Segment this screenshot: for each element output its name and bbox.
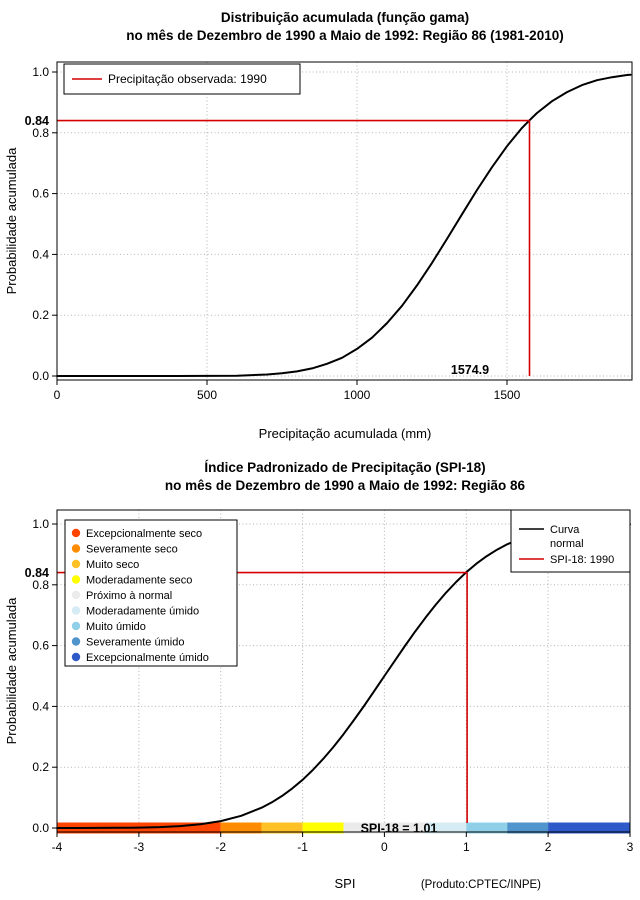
x-tick-label: -3 xyxy=(134,840,145,854)
plot-border xyxy=(56,509,631,833)
x-tick-label: 3 xyxy=(627,840,634,854)
legend-category-swatch xyxy=(71,528,81,538)
top-chart-title-line1: Distribuição acumulada (função gama) xyxy=(221,10,469,25)
spi-value-label: SPI-18 = 1.01 xyxy=(361,822,438,836)
spi-category-bar-segment xyxy=(507,822,549,834)
legend-category-label: Moderadamente seco xyxy=(86,575,192,587)
legend-category-swatch xyxy=(71,559,81,569)
top-marker-value-label: 1574.9 xyxy=(451,363,489,377)
cdf-curve xyxy=(56,523,631,829)
x-tick-label: 0 xyxy=(381,840,388,854)
legend-category-label: Muito seco xyxy=(86,559,139,571)
y-tick-label: 1.0 xyxy=(32,65,49,79)
bottom-chart-title-line1: Índice Padronizado de Precipitação (SPI-… xyxy=(204,460,485,475)
top-chart-title-line2: no mês de Dezembro de 1990 a Maio de 199… xyxy=(126,28,563,43)
normal-curve-legend-label-line2: normal xyxy=(550,538,584,550)
spi-category-legend-box xyxy=(64,519,238,667)
x-tick-label: 1000 xyxy=(344,388,371,402)
y-tick-label: 0.2 xyxy=(32,760,49,774)
legend-category-label: Excepcionalmente seco xyxy=(86,528,202,540)
spi-cdf-chart: Índice Padronizado de Precipitação (SPI-… xyxy=(4,460,634,891)
bottom-right-legend: Curva normal SPI-18: 1990 xyxy=(510,509,631,573)
top-x-axis-label: Precipitação acumulada (mm) xyxy=(259,426,432,441)
normal-curve-legend-label-line1: Curva xyxy=(550,524,580,536)
spi-category-bar-segment xyxy=(343,822,426,834)
legend-category-swatch xyxy=(71,621,81,631)
legend-category-swatch xyxy=(71,606,81,615)
spi-category-bar-segment xyxy=(425,822,467,834)
spi-category-bar-segment xyxy=(302,822,344,834)
top-legend-box xyxy=(63,63,301,95)
top-y-axis-label: Probabilidade acumulada xyxy=(4,147,19,294)
legend-category-swatch xyxy=(71,590,81,600)
legend-category-swatch xyxy=(71,575,81,584)
y-tick-label: 0.0 xyxy=(32,369,49,383)
top-plot-area: 0 500 1000 1500 0.0 0.2 0.4 0.6 0.8 1.0 xyxy=(32,61,633,402)
top-legend: Precipitação observada: 1990 xyxy=(63,63,301,95)
x-tick-label: 0 xyxy=(54,388,61,402)
legend-category-label: Moderadamente úmido xyxy=(86,606,199,618)
spi-category-bar-segment xyxy=(261,822,303,834)
legend-category-label: Severamente seco xyxy=(86,544,178,556)
legend-category-label: Próximo à normal xyxy=(86,590,172,602)
legend-category-swatch xyxy=(71,544,81,553)
y-tick-label: 0.2 xyxy=(32,308,49,322)
y-tick-label: 1.0 xyxy=(32,517,49,531)
bottom-plot-area: -4 -3 -2 -1 0 1 2 3 0.0 0.2 0.4 0.6 0.8 1.0 xyxy=(32,509,634,854)
spi-category-bar-segment xyxy=(220,822,262,834)
legend-category-swatch xyxy=(71,652,81,662)
spi-category-legend: Excepcionalmente seco Severamente seco Mui… xyxy=(64,519,238,667)
x-tick-label: -2 xyxy=(215,840,226,854)
legend-category-swatch xyxy=(71,637,81,646)
spi-category-legend-items: Excepcionalmente seco Severamente seco Mui… xyxy=(71,528,209,664)
top-legend-label: Precipitação observada: 1990 xyxy=(108,72,267,86)
bottom-right-legend-box xyxy=(510,509,631,573)
x-tick-label: 1 xyxy=(463,840,470,854)
spi-category-bar-segment xyxy=(466,822,508,834)
bottom-y-axis-label: Probabilidade acumulada xyxy=(4,597,19,744)
x-tick-label: -4 xyxy=(52,840,63,854)
bottom-marker-prob-label: 0.84 xyxy=(25,566,49,580)
plot-border xyxy=(56,61,633,381)
bottom-x-axis-label: SPI xyxy=(335,876,356,891)
y-tick-label: 0.6 xyxy=(32,639,49,653)
legend-category-label: Excepcionalmente úmido xyxy=(86,652,209,664)
top-marker-prob-label: 0.84 xyxy=(25,114,49,128)
spi-1990-legend-label: SPI-18: 1990 xyxy=(550,554,614,566)
gamma-cdf-chart: Distribuição acumulada (função gama) no … xyxy=(4,10,633,441)
y-tick-label: 0.4 xyxy=(32,699,49,713)
spi-category-bar-segment xyxy=(548,822,630,834)
y-tick-label: 0.8 xyxy=(32,578,49,592)
legend-category-label: Muito úmido xyxy=(86,621,146,633)
x-tick-label: -1 xyxy=(297,840,308,854)
x-tick-label: 2 xyxy=(545,840,552,854)
y-tick-label: 0.4 xyxy=(32,247,49,261)
x-tick-label: 1500 xyxy=(494,388,521,402)
x-tick-label: 500 xyxy=(197,388,217,402)
bottom-chart-title-line2: no mês de Dezembro de 1990 a Maio de 199… xyxy=(165,478,526,493)
y-tick-label: 0.8 xyxy=(32,126,49,140)
product-credit-label: (Produto:CPTEC/INPE) xyxy=(421,879,541,891)
legend-category-label: Severamente úmido xyxy=(86,637,184,649)
y-tick-label: 0.0 xyxy=(32,821,49,835)
cdf-curve xyxy=(56,73,632,377)
y-tick-label: 0.6 xyxy=(32,187,49,201)
